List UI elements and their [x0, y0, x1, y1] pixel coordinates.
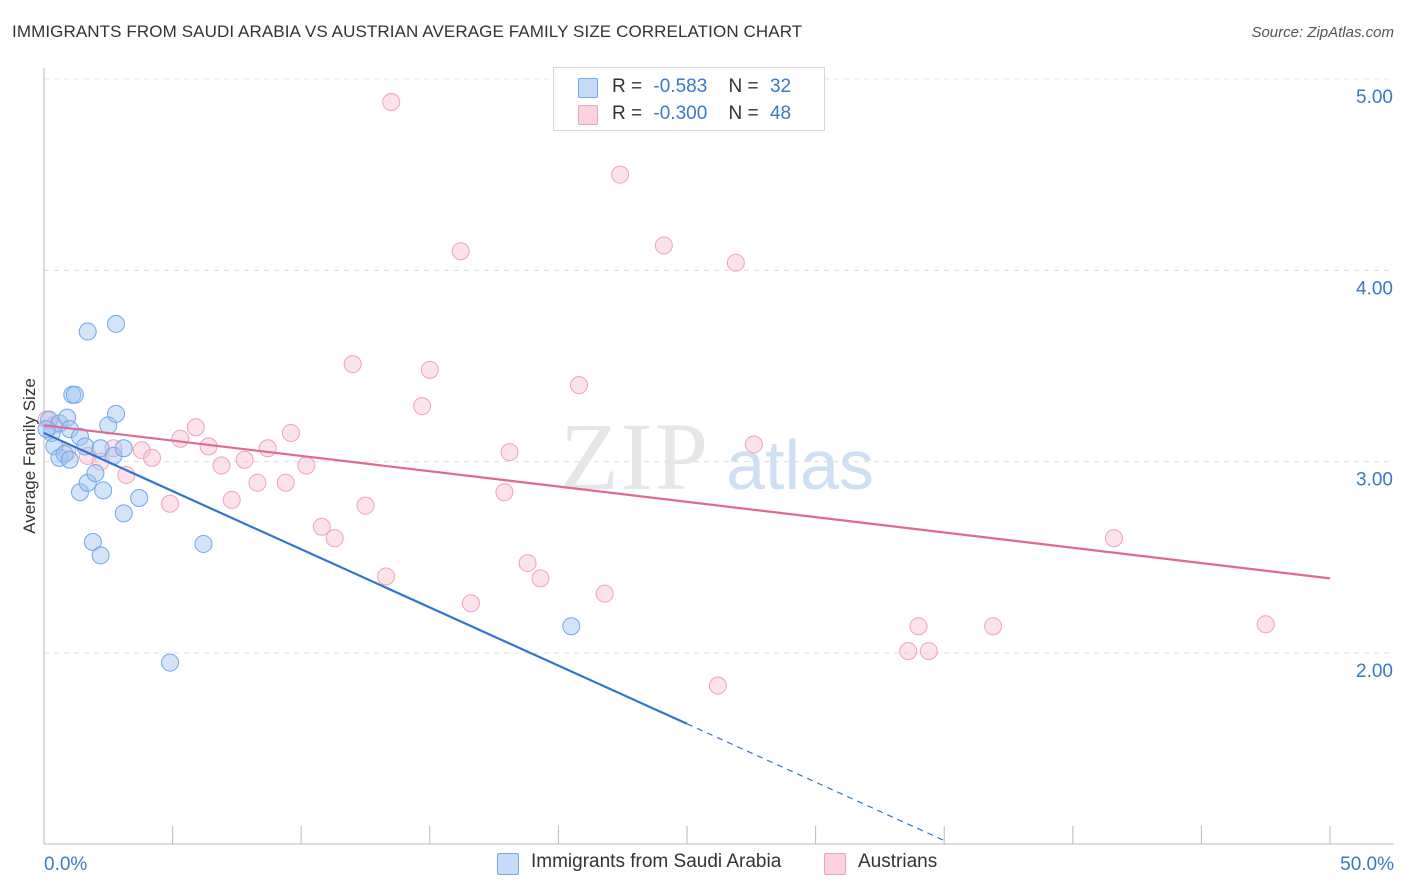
data-point-austrian	[1256, 615, 1275, 634]
data-point-saudi	[78, 322, 97, 341]
data-point-austrian	[708, 676, 727, 695]
data-point-saudi	[130, 489, 149, 508]
data-point-austrian	[595, 584, 614, 603]
bottom-legend-label-austrians: Austrians	[858, 851, 938, 872]
data-point-austrian	[451, 242, 470, 261]
data-point-austrian	[611, 165, 630, 184]
data-point-austrian	[726, 253, 745, 272]
data-point-austrian	[654, 236, 673, 255]
data-point-saudi	[71, 427, 90, 446]
watermark-zip: ZIP	[560, 403, 710, 510]
bottom-legend-label-saudi: Immigrants from Saudi Arabia	[531, 851, 782, 872]
data-point-austrian	[276, 473, 295, 492]
y-tick-label: 2.00	[1356, 661, 1393, 682]
legend-swatch-saudi	[578, 78, 598, 98]
data-point-austrian	[161, 494, 180, 513]
data-point-austrian	[235, 450, 254, 469]
data-point-austrian	[325, 529, 344, 548]
data-point-saudi	[58, 408, 77, 427]
legend-n-label-austrians: N =	[728, 103, 759, 124]
y-axis-label: Average Family Size	[20, 378, 39, 534]
data-point-saudi	[107, 404, 126, 423]
legend-r-label-austrians: R =	[612, 103, 643, 124]
bottom-legend-swatch-saudi	[497, 853, 519, 875]
y-tick-label: 4.00	[1356, 278, 1393, 299]
data-point-saudi	[114, 504, 133, 523]
bottom-legend-swatch-austrians	[824, 853, 846, 875]
data-point-austrian	[569, 376, 588, 395]
legend-n-value-austrians: 48	[769, 103, 792, 124]
legend-r-value-austrians: -0.300	[653, 103, 708, 124]
data-point-austrian	[899, 642, 918, 661]
data-point-austrian	[258, 439, 277, 458]
data-point-saudi	[107, 314, 126, 333]
data-point-austrian	[143, 448, 162, 467]
data-point-austrian	[461, 594, 480, 613]
data-point-austrian	[518, 554, 537, 573]
legend-n-label-saudi: N =	[728, 76, 759, 97]
data-point-austrian	[1104, 529, 1123, 548]
y-tick-label: 3.00	[1356, 470, 1393, 491]
y-tick-label: 5.00	[1356, 87, 1393, 108]
data-point-austrian	[919, 642, 938, 661]
data-point-austrian	[356, 496, 375, 515]
data-point-austrian	[248, 473, 267, 492]
trend-lines	[43, 424, 1331, 842]
data-point-austrian	[132, 441, 151, 460]
watermark-atlas: atlas	[726, 426, 874, 504]
data-point-austrian	[312, 517, 331, 536]
data-point-austrian	[420, 360, 439, 379]
data-point-saudi	[562, 617, 581, 636]
data-point-saudi	[86, 464, 105, 483]
data-point-saudi	[60, 450, 79, 469]
legend-n-value-saudi: 32	[769, 76, 792, 97]
data-point-austrian	[297, 456, 316, 475]
data-point-austrian	[171, 429, 190, 448]
data-point-austrian	[984, 617, 1003, 636]
data-point-saudi	[71, 483, 90, 502]
data-point-austrian	[413, 397, 432, 416]
grid-lines	[44, 78, 1394, 654]
axes: 2.00 3.00 4.00 5.00 0.0% 50.0%	[43, 68, 1394, 875]
data-point-austrian	[186, 418, 205, 437]
legend-r-label-saudi: R =	[612, 76, 643, 97]
data-point-saudi	[37, 420, 56, 439]
legend-swatch-austrians	[578, 105, 598, 125]
data-point-austrian	[382, 92, 401, 111]
data-point-saudi	[94, 481, 113, 500]
data-point-saudi	[114, 439, 133, 458]
trend-line-saudi-extension	[686, 723, 945, 842]
trend-line-austrians	[43, 424, 1331, 580]
series-austrians	[37, 92, 1275, 695]
legend-r-value-saudi: -0.583	[653, 76, 708, 97]
correlation-legend: R = -0.583 N = 32 R = -0.300 N = 48	[553, 67, 825, 131]
data-point-austrian	[744, 435, 763, 454]
source-label: Source: ZipAtlas.com	[1251, 24, 1394, 41]
data-point-austrian	[495, 483, 514, 502]
data-point-austrian	[212, 456, 231, 475]
data-point-austrian	[377, 567, 396, 586]
data-point-austrian	[104, 439, 123, 458]
data-point-austrian	[531, 569, 550, 588]
data-point-austrian	[281, 423, 300, 442]
chart-title: IMMIGRANTS FROM SAUDI ARABIA VS AUSTRIAN…	[12, 22, 803, 41]
x-tick-label-min: 0.0%	[44, 854, 87, 875]
data-point-saudi	[78, 473, 97, 492]
watermark: ZIP atlas	[560, 403, 874, 510]
data-point-saudi	[55, 445, 74, 464]
x-tick-label-max: 50.0%	[1340, 854, 1394, 875]
data-point-saudi	[91, 546, 110, 565]
data-point-saudi	[65, 385, 84, 404]
data-point-austrian	[343, 355, 362, 374]
data-point-saudi	[194, 534, 213, 553]
data-point-austrian	[909, 617, 928, 636]
data-point-saudi	[161, 653, 180, 672]
trend-line-saudi	[43, 431, 688, 725]
data-point-saudi	[83, 533, 102, 552]
data-point-austrian	[222, 490, 241, 509]
data-point-austrian	[500, 443, 519, 462]
